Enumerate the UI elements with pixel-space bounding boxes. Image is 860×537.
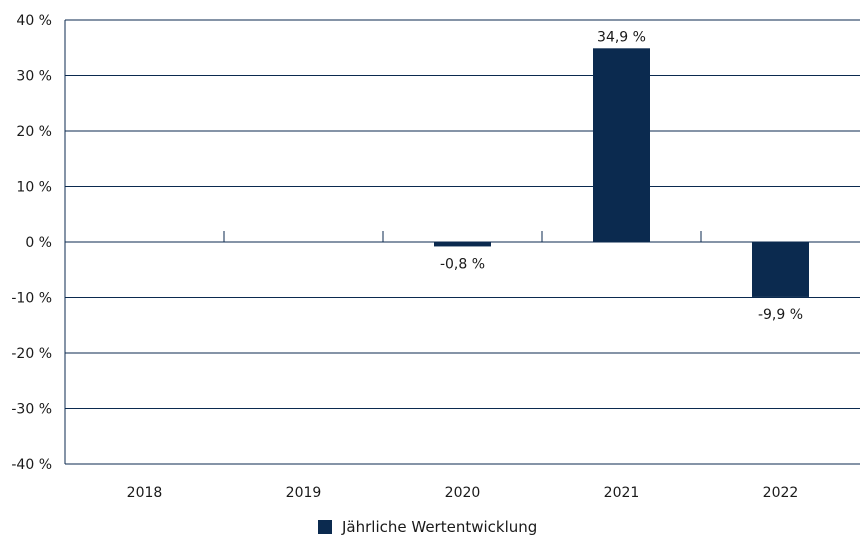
y-tick-label: -30 %: [11, 402, 52, 418]
legend: Jährliche Wertentwicklung: [318, 518, 537, 536]
x-tick-label: 2022: [763, 485, 799, 501]
y-tick-label: 30 %: [16, 69, 52, 85]
x-tick-label: 2018: [127, 485, 163, 501]
y-tick-label: 40 %: [16, 13, 52, 29]
data-labels: -0,8 % 34,9 % -9,9 %: [440, 29, 803, 323]
bars: [434, 48, 809, 297]
x-tick-label: 2021: [604, 485, 640, 501]
axes: [64, 20, 702, 464]
y-tick-label: 20 %: [16, 124, 52, 140]
y-tick-label: -40 %: [11, 457, 52, 473]
y-tick-label: 10 %: [16, 180, 52, 196]
y-axis-tick-labels: 40 % 30 % 20 % 10 % 0 % -10 % -20 % -30 % -40 %: [11, 13, 52, 473]
legend-swatch: [318, 520, 332, 534]
x-tick-label: 2020: [445, 485, 481, 501]
y-tick-label: -10 %: [11, 291, 52, 307]
legend-label: Jährliche Wertentwicklung: [341, 518, 537, 536]
bar: [593, 48, 650, 243]
y-tick-label: -20 %: [11, 346, 52, 362]
bar: [434, 242, 491, 247]
bar: [752, 242, 809, 297]
x-tick-label: 2019: [286, 485, 322, 501]
x-axis-tick-labels: 2018 2019 2020 2021 2022: [127, 485, 799, 501]
data-label: -0,8 %: [440, 256, 485, 272]
y-tick-label: 0 %: [25, 235, 52, 251]
data-label: -9,9 %: [758, 307, 803, 323]
data-label: 34,9 %: [597, 29, 646, 45]
